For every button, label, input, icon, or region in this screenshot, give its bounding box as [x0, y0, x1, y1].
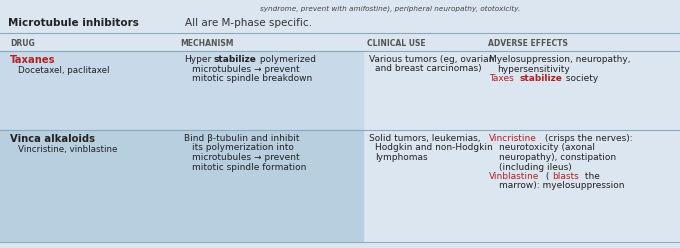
Text: MECHANISM: MECHANISM	[180, 39, 233, 48]
Text: Vincristine: Vincristine	[489, 134, 537, 143]
Text: stabilize: stabilize	[214, 55, 257, 64]
Text: (crisps the nerves):: (crisps the nerves):	[542, 134, 632, 143]
Text: blasts: blasts	[552, 172, 579, 181]
Bar	[0, 130, 363, 242]
Text: hypersensitivity: hypersensitivity	[497, 64, 570, 73]
Text: Vincristine, vinblastine: Vincristine, vinblastine	[18, 145, 118, 154]
Text: CLINICAL USE: CLINICAL USE	[367, 39, 426, 48]
Text: marrow): myelosuppression: marrow): myelosuppression	[499, 182, 624, 190]
Text: Docetaxel, paclitaxel: Docetaxel, paclitaxel	[18, 66, 109, 75]
Text: society: society	[563, 74, 598, 83]
Text: stabilize: stabilize	[520, 74, 563, 83]
Text: mitotic spindle breakdown: mitotic spindle breakdown	[192, 74, 312, 83]
Text: Vinca alkaloids: Vinca alkaloids	[10, 134, 95, 144]
Text: Hyper: Hyper	[184, 55, 211, 64]
Text: (including ileus): (including ileus)	[499, 162, 572, 172]
Text: microtubules → prevent: microtubules → prevent	[192, 153, 300, 162]
Text: microtubules → prevent: microtubules → prevent	[192, 64, 300, 73]
Text: and breast carcinomas): and breast carcinomas)	[375, 64, 481, 73]
Text: Solid tumors, leukemias,: Solid tumors, leukemias,	[369, 134, 481, 143]
Text: the: the	[582, 172, 600, 181]
Text: Taxanes: Taxanes	[10, 55, 56, 65]
Text: Taxes: Taxes	[489, 74, 517, 83]
Text: mitotic spindle formation: mitotic spindle formation	[192, 162, 307, 172]
Text: All are M-phase specific.: All are M-phase specific.	[185, 18, 312, 28]
Text: Various tumors (eg, ovarian: Various tumors (eg, ovarian	[369, 55, 494, 64]
Text: Myelosuppression, neuropathy,: Myelosuppression, neuropathy,	[489, 55, 630, 64]
Text: Bind β-tubulin and inhibit: Bind β-tubulin and inhibit	[184, 134, 299, 143]
Bar	[0, 51, 363, 130]
Text: DRUG: DRUG	[10, 39, 35, 48]
Text: syndrome, prevent with amifostine), peripheral neuropathy, ototoxicity.: syndrome, prevent with amifostine), peri…	[260, 5, 520, 12]
Text: ADVERSE EFFECTS: ADVERSE EFFECTS	[488, 39, 568, 48]
Text: Vinblastine: Vinblastine	[489, 172, 539, 181]
Text: neurotoxicity (axonal: neurotoxicity (axonal	[499, 144, 595, 153]
Text: Hodgkin and non-Hodgkin: Hodgkin and non-Hodgkin	[375, 144, 493, 153]
Text: lymphomas: lymphomas	[375, 153, 428, 162]
Text: (: (	[543, 172, 549, 181]
Text: polymerized: polymerized	[257, 55, 316, 64]
Text: its polymerization into: its polymerization into	[192, 144, 294, 153]
Text: neuropathy), constipation: neuropathy), constipation	[499, 153, 616, 162]
Text: Microtubule inhibitors: Microtubule inhibitors	[8, 18, 139, 28]
